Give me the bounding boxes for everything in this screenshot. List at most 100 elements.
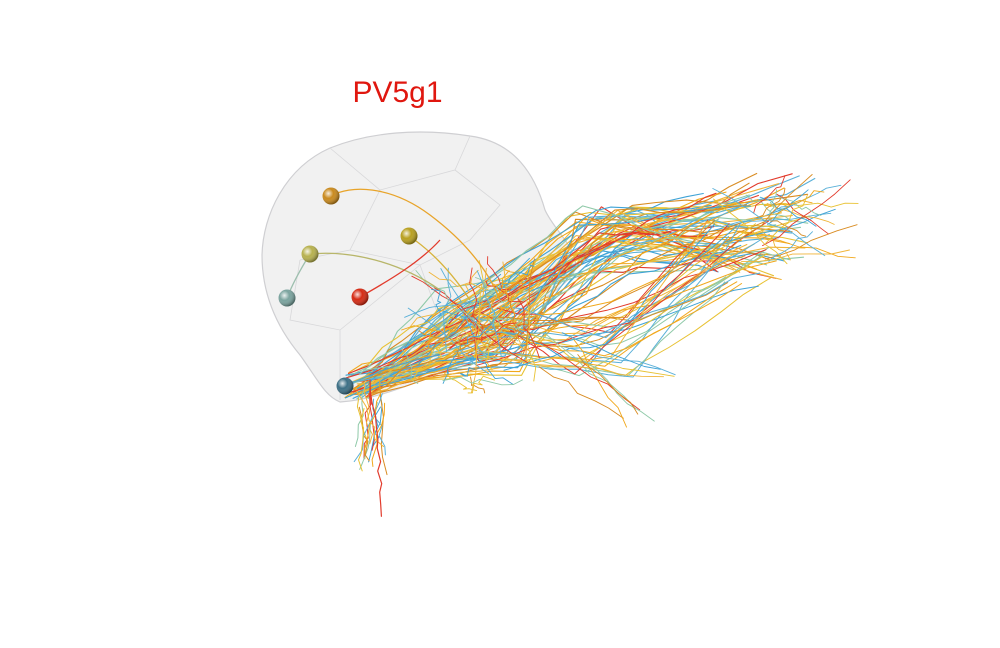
local-arbor-56 [480, 342, 493, 371]
local-arbor-1 [442, 352, 459, 384]
local-arbor-50 [449, 322, 518, 349]
ventral-drift-8 [580, 358, 655, 422]
local-arbor-14 [471, 322, 530, 352]
local-arbor-49 [431, 288, 442, 317]
local-arbor-53 [476, 270, 502, 357]
descending-neurite-2 [354, 383, 367, 447]
distal-tip-7 [745, 194, 790, 220]
descending-neurite-5 [363, 383, 373, 445]
local-arbor-11 [401, 348, 419, 384]
lower-loop-neurite-24 [476, 223, 730, 366]
descending-neurite-12 [353, 393, 383, 463]
long-descending-axon [369, 379, 383, 517]
distal-tip-3 [740, 230, 856, 259]
local-arbor-32 [525, 296, 537, 382]
local-arbor-38 [464, 269, 479, 292]
lower-loop-neurite-21 [479, 281, 738, 367]
upper-neurite-22 [357, 208, 723, 382]
upper-neurite-67 [347, 192, 717, 375]
local-arbor-7 [401, 325, 475, 333]
ventral-drift-2 [562, 346, 676, 376]
local-arbor-44 [446, 337, 520, 347]
upper-neurite-68 [358, 205, 768, 376]
descending-neurite-1 [363, 394, 372, 460]
local-arbor-36 [480, 324, 526, 335]
local-arbor-58 [517, 298, 540, 359]
local-arbor-30 [471, 267, 487, 393]
local-arbor-0 [435, 338, 445, 358]
local-arbor-39 [421, 329, 434, 359]
upper-neurite-34 [350, 225, 722, 376]
primary-neurite-1 [330, 188, 501, 301]
distal-tip-9 [768, 231, 813, 262]
upper-neurite-57 [353, 234, 735, 372]
distal-tip-8 [756, 188, 786, 219]
ventral-drift-0 [543, 332, 637, 410]
local-arbor-59 [415, 270, 490, 341]
local-arbor-8 [442, 311, 457, 327]
local-arbor-17 [409, 273, 502, 342]
local-arbor-48 [473, 260, 484, 359]
local-arbor-28 [470, 376, 486, 394]
descending-neurite-13 [356, 390, 385, 448]
local-arbor-55 [486, 270, 510, 323]
ventral-drift-1 [538, 366, 624, 419]
descending-neurite-6 [371, 402, 386, 467]
upper-neurite-48 [373, 187, 785, 384]
local-arbor-35 [442, 376, 523, 386]
distal-tip-10 [766, 202, 835, 225]
local-arbor-4 [525, 258, 535, 357]
neurite-arbors [344, 172, 859, 517]
lower-loop-neurite-12 [435, 243, 755, 354]
distal-tip-20 [765, 194, 808, 244]
local-arbor-41 [502, 264, 535, 286]
local-arbor-31 [492, 305, 514, 320]
ventral-drift-6 [561, 332, 661, 370]
distal-tip-18 [741, 249, 850, 263]
local-arbor-43 [488, 298, 519, 342]
lower-loop-neurite-11 [466, 221, 742, 378]
distal-tip-0 [764, 224, 858, 260]
lower-loop-neurite-19 [501, 233, 770, 339]
local-arbor-54 [408, 288, 489, 330]
local-arbor-16 [443, 372, 478, 392]
distal-tip-19 [776, 190, 825, 215]
local-arbor-19 [509, 307, 535, 330]
lower-loop-neurite-26 [463, 220, 716, 328]
local-arbor-52 [456, 333, 464, 358]
local-arbor-57 [467, 310, 503, 345]
distal-tip-4 [769, 202, 859, 208]
local-arbor-22 [428, 271, 485, 290]
primary-neurite-5 [359, 239, 441, 298]
local-arbor-25 [460, 366, 477, 377]
ventral-drift-3 [540, 365, 664, 378]
distal-tip-6 [762, 179, 851, 247]
distal-tip-22 [753, 175, 786, 214]
local-arbor-15 [503, 266, 528, 277]
distal-tip-24 [730, 174, 813, 248]
hull-facet-line [289, 135, 501, 400]
local-arbor-29 [460, 317, 518, 335]
local-arbor-23 [475, 280, 527, 347]
distal-tip-21 [759, 196, 817, 227]
local-arbor-47 [492, 283, 513, 303]
upper-neurite-54 [371, 177, 816, 387]
lower-loop-neurite-28 [500, 220, 708, 363]
local-arbor-40 [467, 375, 495, 394]
descending-neurite-15 [358, 408, 365, 472]
upper-neurite-65 [358, 215, 810, 395]
distal-tip-11 [763, 199, 813, 207]
soma-highlights [278, 187, 418, 395]
ventral-drift-9 [577, 354, 639, 415]
local-arbor-10 [433, 287, 529, 364]
distal-tip-2 [758, 226, 791, 261]
distal-tip-15 [778, 196, 822, 216]
ventral-drift-5 [568, 359, 675, 377]
descending-neurite-4 [372, 398, 386, 456]
distal-tip-16 [770, 220, 807, 237]
distal-tip-25 [712, 188, 826, 257]
lower-loop-neurite-23 [503, 225, 738, 371]
upper-neurite-37 [365, 182, 750, 399]
figure-title: PV5g1 [352, 76, 443, 109]
